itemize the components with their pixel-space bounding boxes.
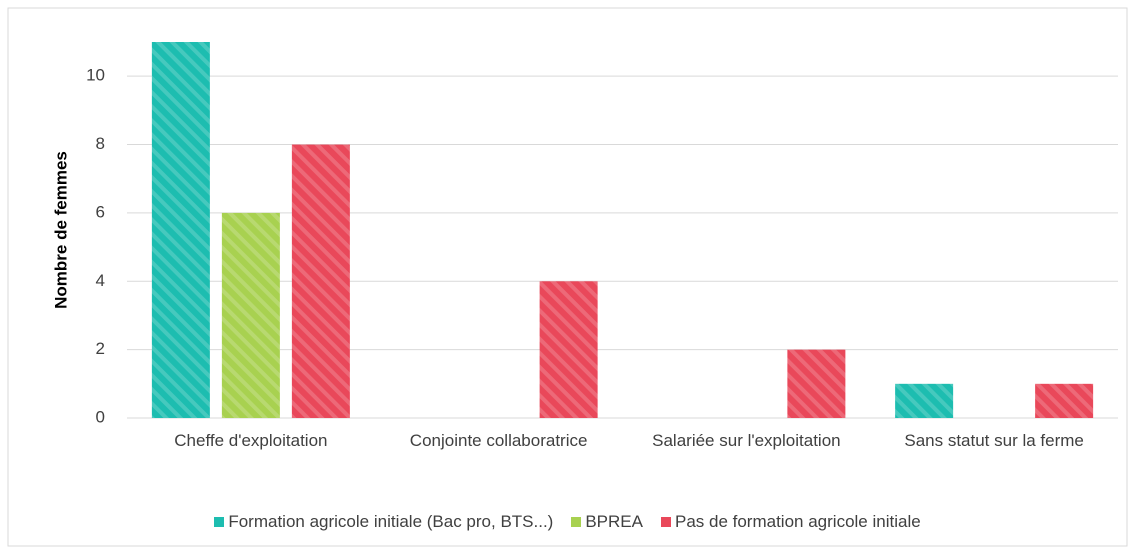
y-tick-label: 0 [96, 407, 105, 426]
legend-label: Formation agricole initiale (Bac pro, BT… [228, 512, 554, 531]
y-tick-label: 8 [96, 134, 105, 153]
x-tick-label: Cheffe d'exploitation [174, 431, 328, 450]
legend-swatch [571, 517, 582, 527]
y-tick-label: 6 [96, 202, 105, 221]
bar [787, 349, 846, 418]
bar [539, 281, 598, 418]
chart-border [7, 7, 1128, 547]
x-tick-label: Salariée sur l'exploitation [652, 431, 841, 450]
bar [895, 383, 954, 418]
bar [1035, 383, 1094, 418]
legend-item: BPREA [571, 512, 643, 532]
y-tick-label: 4 [96, 271, 105, 290]
y-tick-label: 2 [96, 339, 105, 358]
legend-label: BPREA [585, 512, 643, 531]
bar [291, 144, 350, 418]
bar [151, 42, 210, 418]
x-tick-label: Sans statut sur la ferme [904, 431, 1084, 450]
legend-swatch [660, 517, 671, 527]
y-tick-label: 10 [86, 66, 105, 85]
x-tick-label: Conjointe collaboratrice [409, 431, 588, 450]
legend-item: Formation agricole initiale (Bac pro, BT… [214, 512, 553, 532]
legend: Formation agricole initiale (Bac pro, BT… [0, 512, 1135, 532]
legend-label: Pas de formation agricole initiale [674, 512, 921, 531]
legend-swatch [214, 517, 225, 527]
legend-item: Pas de formation agricole initiale [660, 512, 921, 532]
bar [221, 212, 280, 418]
y-axis-title: Nombre de femmes [51, 151, 70, 309]
